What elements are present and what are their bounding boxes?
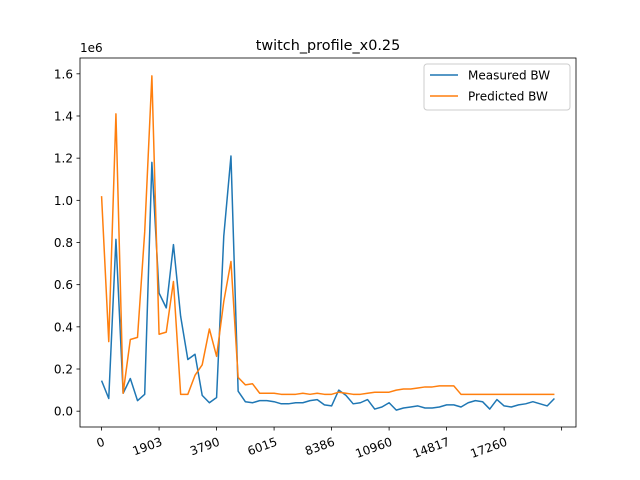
x-tick-label: 3790 — [188, 435, 221, 459]
legend-label: Measured BW — [468, 69, 550, 83]
y-tick-label: 1.6 — [54, 67, 73, 81]
y-tick-label: 1.0 — [54, 194, 73, 208]
plot-frame — [79, 57, 577, 428]
x-tick-label: 8386 — [303, 435, 336, 459]
x-tick-label: 0 — [95, 435, 107, 451]
legend: Measured BW Predicted BW — [423, 63, 571, 111]
y-axis-multiplier: 1e6 — [80, 41, 103, 55]
y-tick-label: 0.4 — [54, 320, 73, 334]
x-tick-label: 6015 — [246, 435, 279, 459]
y-tick-label: 0.6 — [54, 278, 73, 292]
x-tick-label: 10960 — [353, 435, 394, 461]
y-tick-label: 1.2 — [54, 152, 73, 166]
x-tick-label: 14817 — [411, 435, 452, 461]
series-line-measured-bw — [100, 155, 555, 411]
series-line-predicted-bw — [100, 75, 555, 396]
x-tick-label: 17260 — [468, 435, 509, 461]
chart-title: twitch_profile_x0.25 — [256, 38, 401, 54]
y-tick-label: 0.2 — [54, 363, 73, 377]
y-tick-label: 0.0 — [54, 405, 73, 419]
y-tick-label: 1.4 — [54, 109, 73, 123]
legend-label: Predicted BW — [468, 90, 548, 104]
legend-box — [423, 63, 571, 111]
y-tick-label: 0.8 — [54, 236, 73, 250]
x-tick-label: 1903 — [131, 435, 164, 459]
